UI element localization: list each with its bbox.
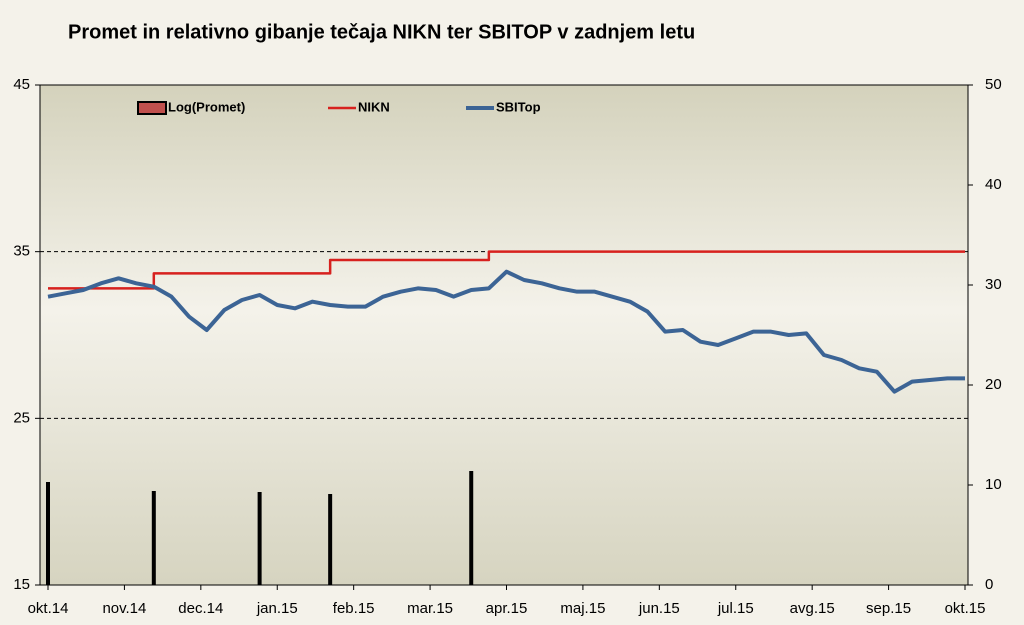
x-tick-label: mar.15: [407, 600, 453, 617]
y2-tick-label: 40: [985, 176, 1002, 193]
legend-label: Log(Promet): [168, 99, 245, 114]
x-tick-label: okt.15: [945, 600, 986, 617]
y2-tick-label: 10: [985, 476, 1002, 493]
plot-area: [39, 84, 969, 586]
x-tick-label: okt.14: [28, 600, 69, 617]
y-tick-label: 15: [13, 576, 30, 593]
y2-tick-label: 0: [985, 576, 993, 593]
y-tick-label: 25: [13, 409, 30, 426]
x-tick-label: jul.15: [717, 600, 754, 617]
x-tick-label: avg.15: [790, 600, 835, 617]
y-tick-label: 45: [13, 76, 30, 93]
chart-title: Promet in relativno gibanje tečaja NIKN …: [68, 21, 695, 43]
step-line: [48, 250, 965, 290]
x-tick-label: sep.15: [866, 600, 911, 617]
legend-label: SBITop: [496, 99, 541, 114]
bar: [328, 494, 333, 585]
legend-label: NIKN: [358, 99, 390, 114]
x-tick-label: maj.15: [560, 600, 605, 617]
y-tick-label: 35: [13, 243, 30, 260]
x-tick-label: nov.14: [102, 600, 146, 617]
bar: [469, 471, 474, 585]
x-tick-label: apr.15: [486, 600, 528, 617]
x-tick-label: jan.15: [256, 600, 298, 617]
legend-swatch: [137, 101, 167, 115]
line: [47, 269, 965, 394]
y2-tick-label: 20: [985, 376, 1002, 393]
y2-tick-label: 30: [985, 276, 1002, 293]
bar: [257, 492, 262, 585]
bar: [151, 491, 156, 585]
x-tick-label: dec.14: [178, 600, 223, 617]
x-tick-label: feb.15: [333, 600, 375, 617]
x-tick-label: jun.15: [638, 600, 680, 617]
y2-tick-label: 50: [985, 76, 1002, 93]
bar: [46, 482, 50, 585]
